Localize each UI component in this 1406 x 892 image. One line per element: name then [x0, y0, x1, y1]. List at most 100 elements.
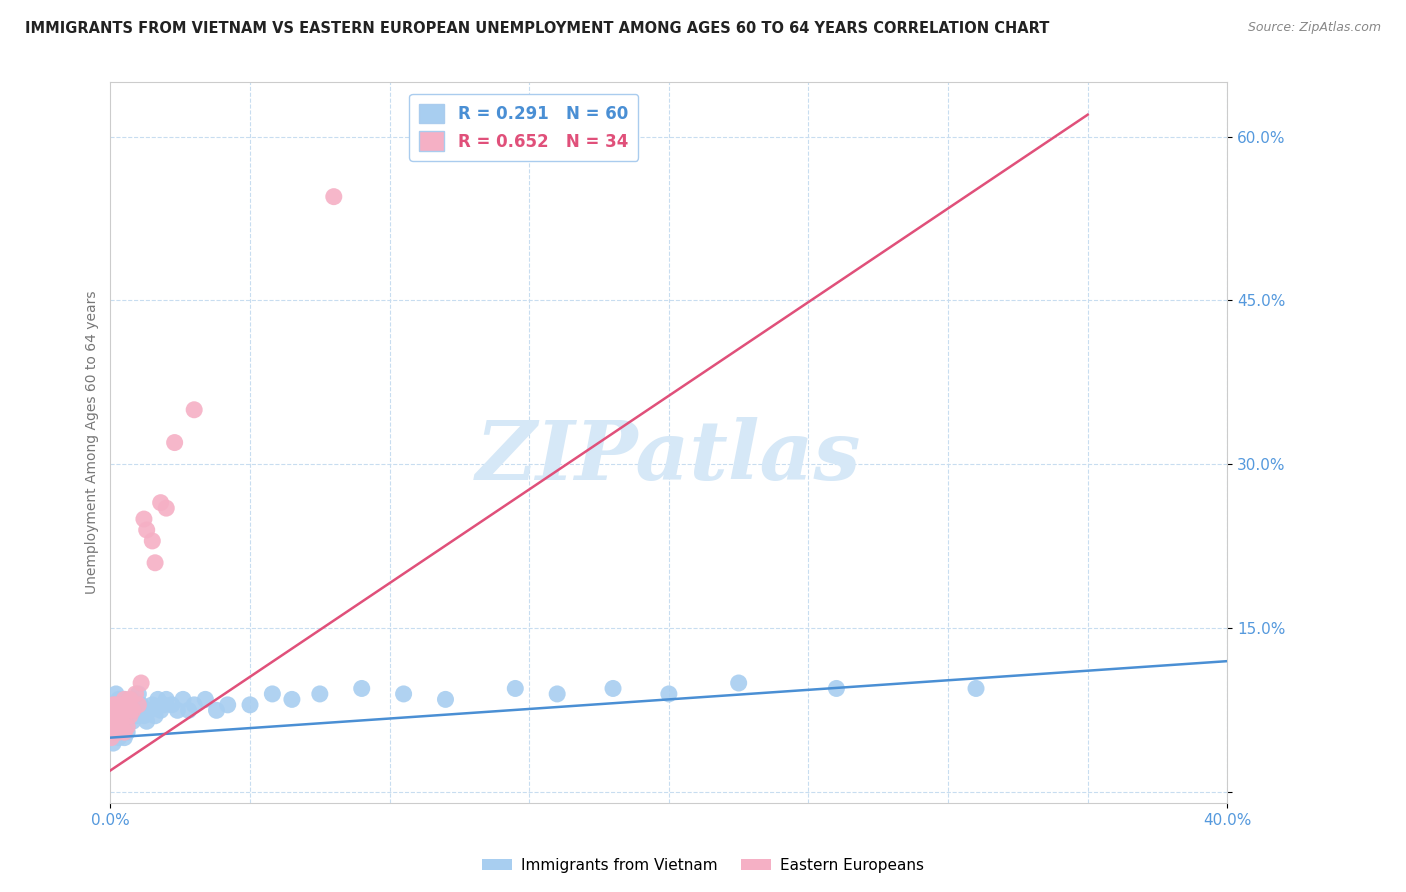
Point	[118, 692, 141, 706]
Point	[107, 731, 129, 745]
Point	[239, 698, 262, 712]
Point	[141, 533, 163, 548]
Point	[101, 708, 124, 723]
Point	[392, 687, 415, 701]
Point	[105, 708, 128, 723]
Point	[141, 698, 163, 712]
Point	[163, 435, 186, 450]
Point	[105, 720, 128, 734]
Point	[110, 720, 132, 734]
Point	[183, 698, 205, 712]
Point	[101, 725, 124, 739]
Point	[262, 687, 284, 701]
Point	[103, 736, 125, 750]
Point	[112, 692, 135, 706]
Point	[118, 698, 141, 712]
Point	[965, 681, 987, 696]
Point	[129, 698, 152, 712]
Point	[103, 708, 125, 723]
Point	[546, 687, 568, 701]
Legend: R = 0.291   N = 60, R = 0.652   N = 34: R = 0.291 N = 60, R = 0.652 N = 34	[409, 94, 638, 161]
Point	[110, 698, 132, 712]
Point	[149, 703, 172, 717]
Point	[112, 725, 135, 739]
Point	[105, 725, 128, 739]
Legend: Immigrants from Vietnam, Eastern Europeans: Immigrants from Vietnam, Eastern Europea…	[475, 852, 931, 879]
Point	[149, 496, 172, 510]
Point	[143, 556, 166, 570]
Point	[146, 692, 169, 706]
Point	[143, 708, 166, 723]
Point	[152, 698, 174, 712]
Y-axis label: Unemployment Among Ages 60 to 64 years: Unemployment Among Ages 60 to 64 years	[86, 291, 100, 594]
Point	[115, 703, 138, 717]
Point	[124, 687, 146, 701]
Point	[105, 698, 128, 712]
Point	[129, 676, 152, 690]
Point	[127, 687, 149, 701]
Point	[118, 708, 141, 723]
Point	[118, 708, 141, 723]
Point	[107, 725, 129, 739]
Point	[155, 501, 177, 516]
Point	[121, 714, 143, 729]
Point	[105, 703, 128, 717]
Point	[110, 698, 132, 712]
Point	[121, 692, 143, 706]
Point	[727, 676, 749, 690]
Point	[115, 720, 138, 734]
Point	[105, 725, 128, 739]
Point	[155, 692, 177, 706]
Point	[166, 703, 188, 717]
Point	[172, 692, 194, 706]
Point	[322, 189, 344, 203]
Point	[112, 731, 135, 745]
Point	[110, 708, 132, 723]
Point	[434, 692, 457, 706]
Point	[217, 698, 239, 712]
Point	[135, 523, 157, 537]
Point	[160, 698, 183, 712]
Text: ZIPatlas: ZIPatlas	[477, 417, 862, 497]
Point	[115, 725, 138, 739]
Point	[194, 692, 217, 706]
Point	[127, 698, 149, 712]
Point	[107, 692, 129, 706]
Text: Source: ZipAtlas.com: Source: ZipAtlas.com	[1247, 21, 1381, 34]
Point	[183, 402, 205, 417]
Point	[101, 725, 124, 739]
Point	[205, 703, 228, 717]
Point	[308, 687, 330, 701]
Point	[107, 714, 129, 729]
Point	[132, 708, 155, 723]
Point	[281, 692, 304, 706]
Point	[602, 681, 624, 696]
Point	[112, 692, 135, 706]
Point	[110, 720, 132, 734]
Point	[658, 687, 681, 701]
Point	[135, 714, 157, 729]
Point	[112, 708, 135, 723]
Point	[132, 512, 155, 526]
Point	[503, 681, 526, 696]
Point	[825, 681, 848, 696]
Point	[115, 698, 138, 712]
Point	[104, 714, 127, 729]
Point	[350, 681, 373, 696]
Point	[103, 698, 125, 712]
Point	[127, 703, 149, 717]
Point	[105, 687, 128, 701]
Point	[115, 720, 138, 734]
Point	[107, 703, 129, 717]
Point	[121, 703, 143, 717]
Point	[124, 708, 146, 723]
Point	[107, 708, 129, 723]
Point	[177, 703, 200, 717]
Point	[110, 725, 132, 739]
Point	[104, 698, 127, 712]
Point	[100, 731, 122, 745]
Point	[138, 703, 160, 717]
Point	[103, 720, 125, 734]
Text: IMMIGRANTS FROM VIETNAM VS EASTERN EUROPEAN UNEMPLOYMENT AMONG AGES 60 TO 64 YEA: IMMIGRANTS FROM VIETNAM VS EASTERN EUROP…	[25, 21, 1050, 36]
Point	[107, 714, 129, 729]
